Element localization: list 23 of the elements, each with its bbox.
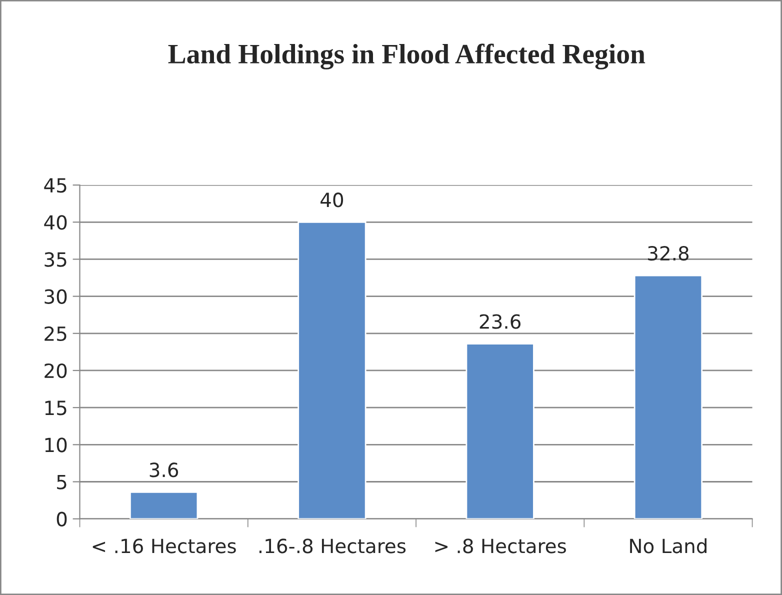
- x-tick-label: > .8 Hectares: [435, 538, 566, 554]
- y-tick-label: 35: [44, 252, 66, 267]
- data-label: 3.6: [150, 462, 178, 478]
- y-tick-label: 40: [44, 215, 67, 230]
- y-tick-label: 10: [45, 438, 67, 452]
- y-tick-label: 0: [56, 512, 67, 527]
- y-tick-label: 45: [44, 178, 66, 193]
- data-label: 40: [320, 192, 344, 208]
- bar: [130, 491, 198, 519]
- y-tick-label: 20: [44, 363, 67, 378]
- x-tick-label: No Land: [630, 538, 706, 554]
- data-label: 23.6: [480, 314, 521, 329]
- bar: [298, 221, 366, 519]
- x-tick-label: .16-.8 Hectares: [259, 538, 406, 554]
- y-tick-label: 30: [44, 289, 67, 304]
- data-label: 32.8: [648, 246, 689, 261]
- y-tick-label: 25: [44, 326, 66, 342]
- y-tick-label: 15: [45, 400, 66, 416]
- x-tick-label: < .16 Hectares: [92, 538, 236, 554]
- bar: [634, 274, 703, 519]
- y-tick-label: 5: [57, 474, 66, 490]
- chart-title: Land Holdings in Flood Affected Region: [168, 44, 646, 70]
- bar: [466, 343, 534, 519]
